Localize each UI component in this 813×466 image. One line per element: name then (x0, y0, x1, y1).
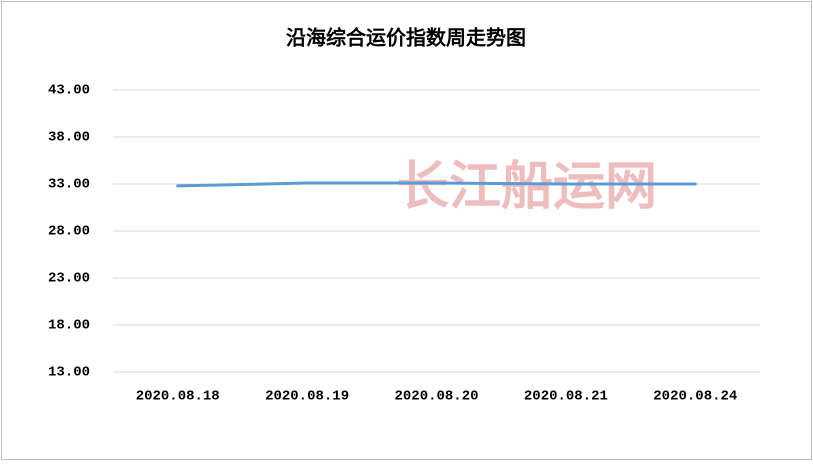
y-tick-label: 18.00 (48, 318, 90, 334)
x-tick-label: 2020.08.19 (265, 389, 349, 405)
x-tick-label: 2020.08.18 (136, 389, 220, 405)
y-tick-label: 28.00 (48, 224, 90, 240)
x-tick-label: 2020.08.21 (524, 389, 608, 405)
chart-title: 沿海综合运价指数周走势图 (286, 26, 526, 50)
y-tick-label: 38.00 (48, 130, 90, 146)
y-tick-label: 13.00 (48, 365, 90, 381)
y-tick-label: 33.00 (48, 177, 90, 193)
y-tick-label: 43.00 (48, 83, 90, 99)
y-tick-label: 23.00 (48, 271, 90, 287)
line (176, 181, 697, 188)
x-tick-label: 2020.08.24 (653, 389, 737, 405)
x-tick-label: 2020.08.20 (394, 389, 478, 405)
watermark: 长江船运网 (397, 158, 657, 216)
